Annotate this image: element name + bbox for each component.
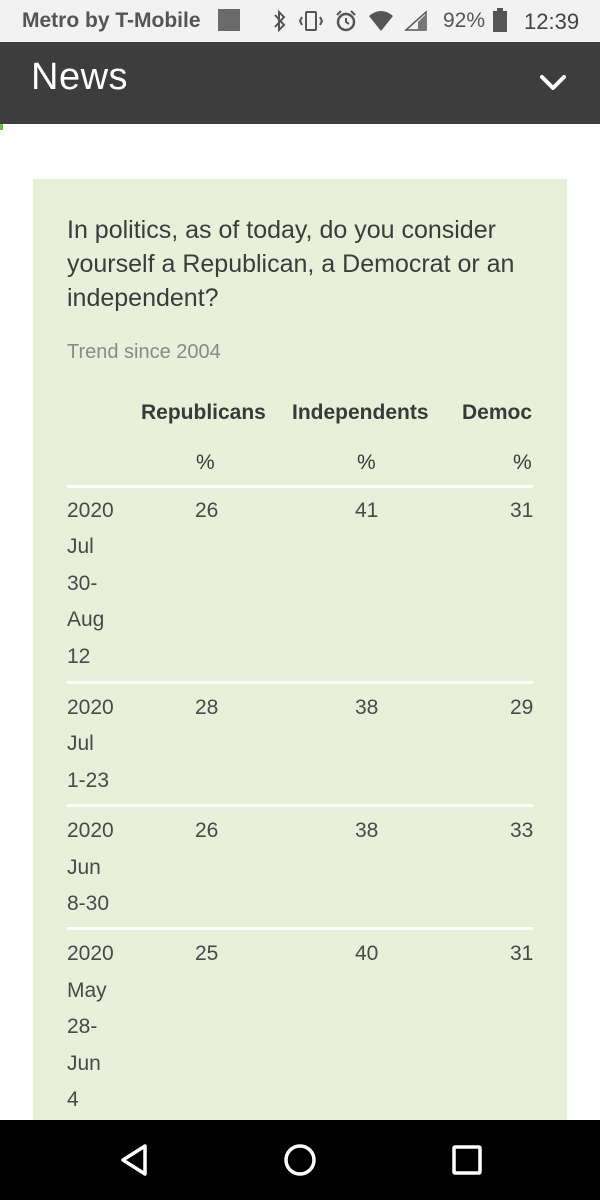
poll-card: In politics, as of today, do you conside… [33,179,567,1139]
row-date-line: 2020 [67,696,114,719]
republicans-value: 26 [195,499,219,522]
row-date-line: 8-30 [67,892,110,915]
recents-icon[interactable] [450,1142,484,1178]
navigation-bar [0,1120,600,1200]
democrats-value: 31 [510,499,533,522]
row-date-line: 1-23 [67,769,110,792]
row-date-line: Jul [67,732,94,755]
trend-label: Trend since 2004 [67,341,221,363]
row-date-line: 2020 [67,819,114,842]
progress-indicator [0,124,3,130]
republicans-value: 26 [195,819,219,842]
row-date-line: Jun [67,1052,101,1075]
notification-icon [218,9,240,31]
row-date-line: 2020 [67,942,114,965]
democrats-value: 29 [510,696,533,719]
column-header-republicans: Republicans [141,401,266,424]
poll-question: In politics, as of today, do you conside… [67,216,515,312]
row-date-line: 28- [67,1015,98,1038]
home-icon[interactable] [283,1142,317,1178]
vibrate-icon [298,11,324,31]
row-date-line: May [67,979,107,1002]
republicans-value: 25 [195,942,219,965]
row-date-line: 2020 [67,499,114,522]
independents-value: 41 [355,499,379,522]
page-title: News [31,56,129,98]
row-date-line: 12 [67,645,91,668]
column-header-independents: Independents [292,401,429,424]
column-header-democrats: Democ [462,401,533,424]
democrats-value: 33 [510,819,533,842]
row-divider [67,681,533,684]
republicans-value: 28 [195,696,219,719]
alarm-icon [336,10,356,32]
row-date-line: Aug [67,608,105,631]
row-divider [67,927,533,930]
status-bar: Metro by T-Mobile 92% 12:39 [0,0,600,42]
row-divider [67,804,533,807]
bluetooth-icon [274,9,286,33]
clock: 12:39 [524,9,580,34]
independents-value: 38 [355,696,379,719]
unit-republicans: % [196,451,215,474]
row-date-line: Jul [67,535,94,558]
battery-percent: 92% [443,9,486,32]
row-date-line: 30- [67,572,98,595]
app-header: News [0,42,600,124]
header-divider [67,485,533,488]
signal-icon [404,10,427,31]
chevron-down-icon[interactable] [538,72,568,94]
row-date-line: 4 [67,1088,79,1111]
status-icons [272,6,428,36]
back-icon[interactable] [117,1142,151,1178]
battery-icon [493,8,507,32]
independents-value: 38 [355,819,379,842]
carrier-name: Metro by T-Mobile [22,9,201,32]
independents-value: 40 [355,942,379,965]
row-date-line: Jun [67,856,101,879]
democrats-value: 31 [510,942,533,965]
wifi-icon [369,11,393,31]
poll-table[interactable]: Republicans Independents Democ % % % 202… [67,401,533,1139]
unit-independents: % [357,451,376,474]
unit-democrats: % [513,451,532,474]
